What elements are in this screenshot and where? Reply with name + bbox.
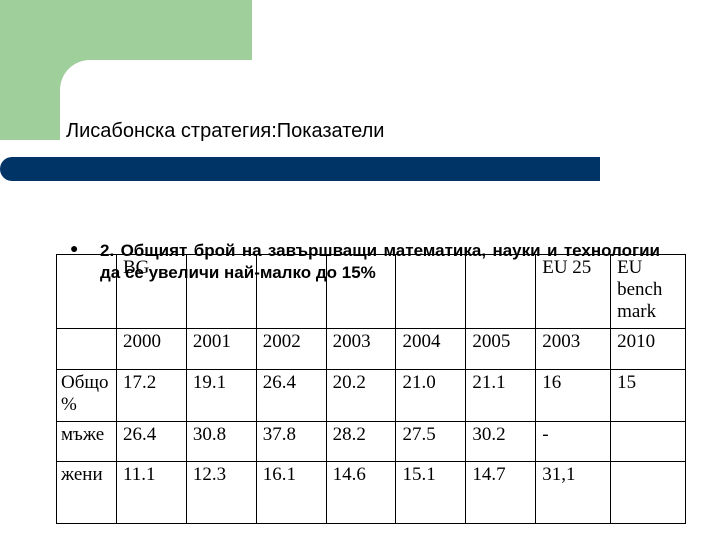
value-cell: 28.2	[325, 421, 397, 462]
indicators-table: BG EU 25 EU bench mark 2000 2001 2002 20…	[56, 254, 686, 524]
header-cell	[56, 254, 117, 329]
table-row-total: Общо % 17.2 19.1 26.4 20.2 21.0 21.1 16 …	[56, 369, 686, 422]
table-year-row: 2000 2001 2002 2003 2004 2005 2003 2010	[56, 328, 686, 370]
value-cell: 16	[535, 369, 612, 422]
year-cell: 2010	[610, 328, 686, 370]
year-cell	[56, 328, 117, 370]
value-cell: 21.1	[465, 369, 537, 422]
value-cell: 16.1	[255, 461, 327, 524]
row-label: мъже	[56, 421, 117, 462]
value-cell: 27.5	[395, 421, 467, 462]
value-cell: 15.1	[395, 461, 467, 524]
value-cell: 14.6	[325, 461, 397, 524]
value-cell: 14.7	[465, 461, 537, 524]
value-cell: 17.2	[115, 369, 187, 422]
year-cell: 2003	[535, 328, 612, 370]
value-cell: -	[535, 421, 612, 462]
table-row-women: жени 11.1 12.3 16.1 14.6 15.1 14.7 31,1	[56, 461, 686, 524]
value-cell: 15	[610, 369, 686, 422]
header-cell	[465, 254, 537, 329]
year-cell: 2001	[185, 328, 257, 370]
value-cell: 12.3	[185, 461, 257, 524]
value-cell: 21.0	[395, 369, 467, 422]
value-cell: 26.4	[255, 369, 327, 422]
value-cell: 31,1	[535, 461, 612, 524]
value-cell: 19.1	[185, 369, 257, 422]
year-cell: 2002	[255, 328, 327, 370]
header-cell-eu-benchmark: EU bench mark	[610, 254, 686, 329]
title-underline-bar	[0, 157, 600, 181]
year-cell: 2003	[325, 328, 397, 370]
value-cell: 26.4	[115, 421, 187, 462]
year-cell: 2000	[115, 328, 187, 370]
value-cell: 30.2	[465, 421, 537, 462]
bullet-text: 2. Общият брой на завършващи математика,…	[100, 241, 660, 282]
row-label: Общо %	[56, 369, 117, 422]
year-cell: 2005	[465, 328, 537, 370]
value-cell: 37.8	[255, 421, 327, 462]
value-cell	[610, 461, 686, 524]
row-label: жени	[56, 461, 117, 524]
table-group-header-row: BG EU 25 EU bench mark	[56, 254, 686, 329]
value-cell: 30.8	[185, 421, 257, 462]
year-cell: 2004	[395, 328, 467, 370]
slide-title: Лисабонска стратегия:Показатели	[66, 120, 385, 142]
value-cell: 20.2	[325, 369, 397, 422]
table-row-men: мъже 26.4 30.8 37.8 28.2 27.5 30.2 -	[56, 421, 686, 462]
bullet-icon: ●	[70, 240, 79, 256]
value-cell	[610, 421, 686, 462]
value-cell: 11.1	[115, 461, 187, 524]
